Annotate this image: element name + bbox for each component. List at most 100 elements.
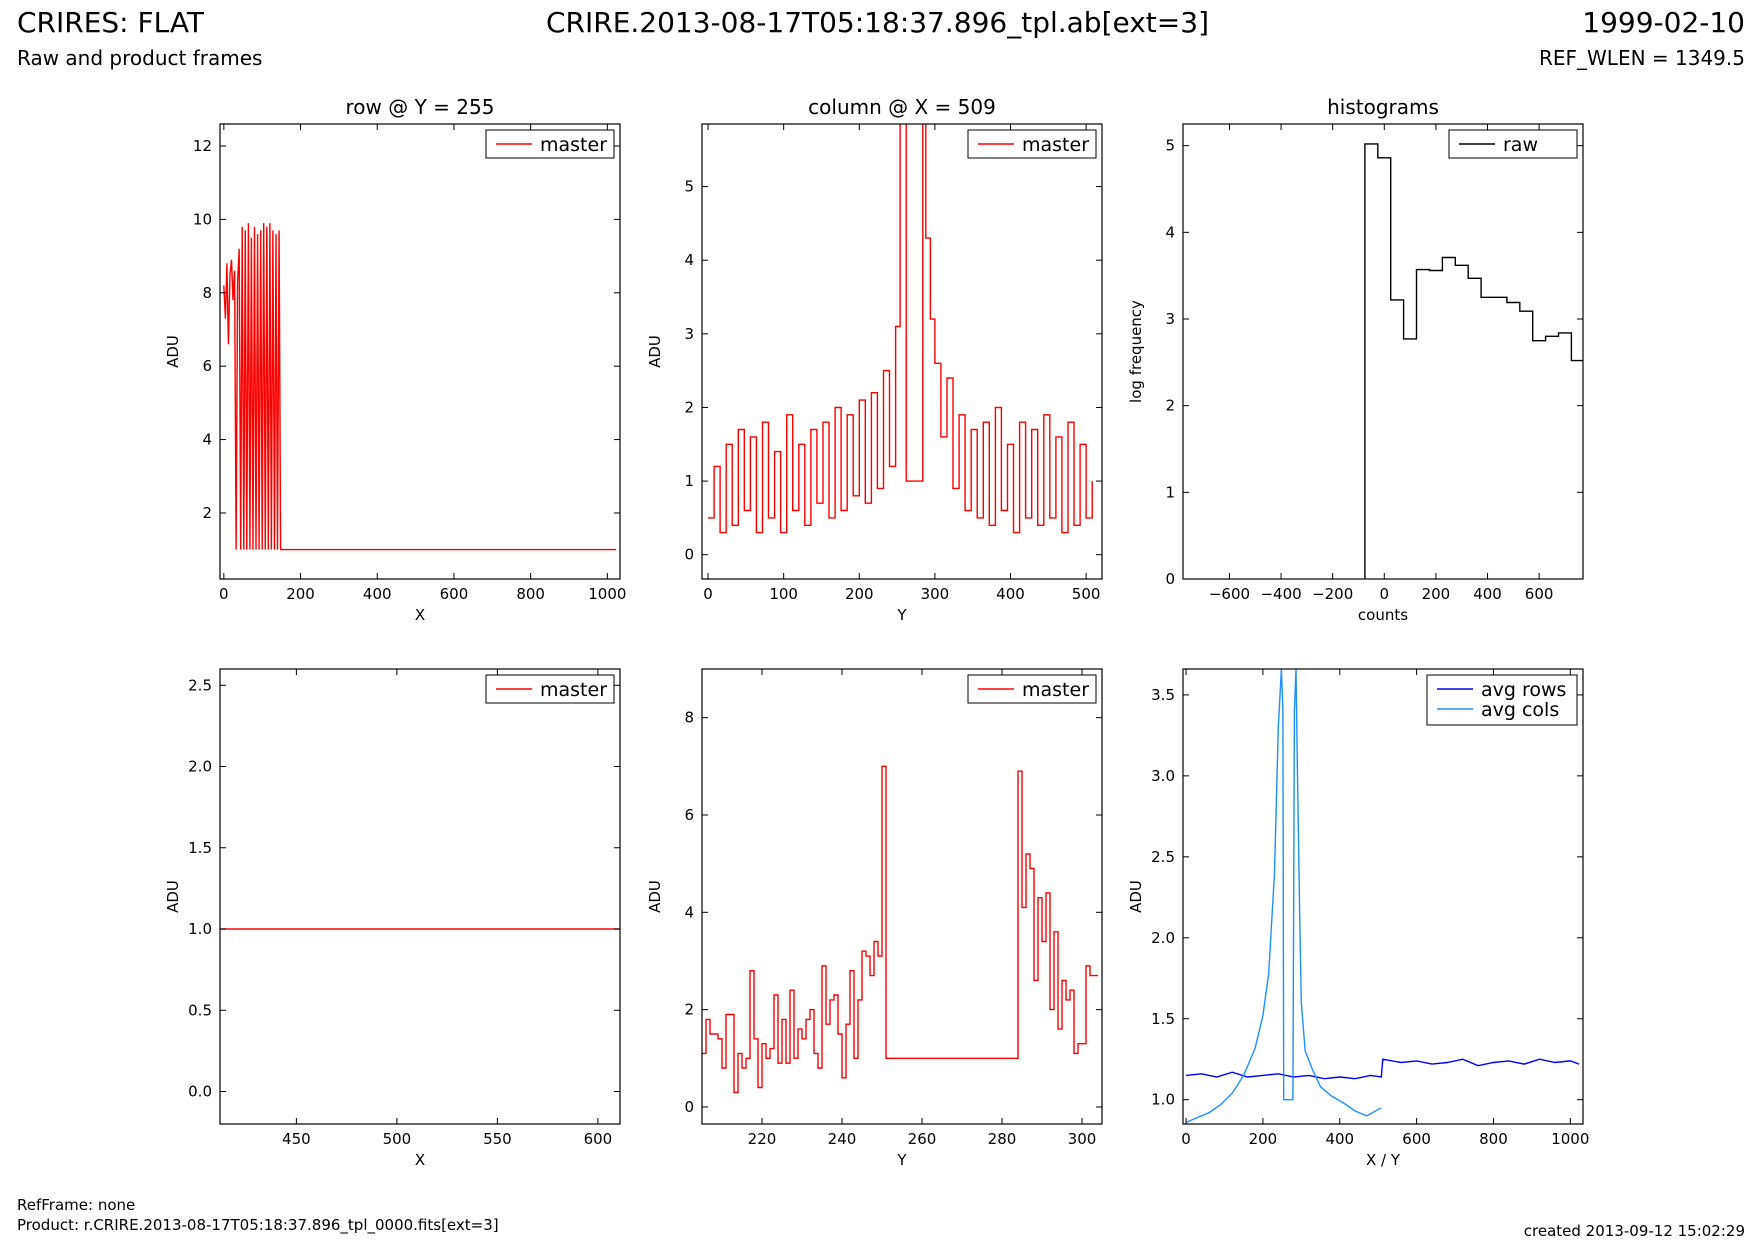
x-tick-label: 200 bbox=[286, 585, 315, 603]
y-tick-label: 1 bbox=[1165, 483, 1175, 501]
x-tick-label: 600 bbox=[1402, 1130, 1431, 1148]
x-tick-label: 600 bbox=[440, 585, 469, 603]
x-tick-label: 450 bbox=[282, 1130, 311, 1148]
x-tick-label: 280 bbox=[988, 1130, 1017, 1148]
plot-frame bbox=[219, 668, 621, 1125]
x-tick-label: 400 bbox=[1325, 1130, 1354, 1148]
plot-frame bbox=[219, 123, 621, 580]
legend-box bbox=[1426, 674, 1578, 726]
x-tick-label: 600 bbox=[584, 1130, 613, 1148]
y-tick-label: 3 bbox=[1165, 310, 1175, 328]
x-tick-label: 0 bbox=[1380, 585, 1390, 603]
report-title: CRIRES: FLAT bbox=[17, 6, 204, 39]
chart-panel-row_zoom: 450 500 550 600 0.0 0.5 1.0 1.5 2.0 2.5 X ADU master bbox=[164, 668, 621, 1169]
y-tick-label: 1 bbox=[684, 472, 694, 490]
x-tick-label: 200 bbox=[845, 585, 874, 603]
x-tick-label: 800 bbox=[516, 585, 545, 603]
observation-date: 1999-02-10 bbox=[1582, 6, 1745, 39]
y-tick-label: 4 bbox=[1165, 223, 1175, 241]
y-tick-label: 12 bbox=[193, 137, 212, 155]
y-tick-label: 2.5 bbox=[188, 676, 212, 694]
y-tick-label: 8 bbox=[202, 284, 212, 302]
x-tick-label: −200 bbox=[1312, 585, 1353, 603]
x-axis-label: X bbox=[415, 606, 425, 624]
y-axis-label: ADU bbox=[1127, 880, 1145, 913]
created-timestamp: created 2013-09-12 15:02:29 bbox=[1523, 1222, 1745, 1240]
y-tick-label: 8 bbox=[684, 709, 694, 727]
chart-legend: master bbox=[967, 129, 1097, 159]
chart-panel-row: 0 200 400 600 800 1000 2 4 6 8 10 12 X ADU row @ Y = 2… bbox=[164, 95, 626, 624]
x-tick-label: 800 bbox=[1479, 1130, 1508, 1148]
chart-panel-column_zoom: 220 240 260 280 300 0 2 4 6 8 Y ADU master bbox=[646, 668, 1103, 1169]
series-line-avg-cols bbox=[1185, 669, 1382, 1124]
x-tick-label: 1000 bbox=[588, 585, 626, 603]
x-tick-label: −600 bbox=[1209, 585, 1250, 603]
x-axis-label: X / Y bbox=[1366, 1151, 1401, 1169]
y-tick-label: 4 bbox=[684, 251, 694, 269]
ref-wavelength: REF_WLEN = 1349.5 bbox=[1538, 46, 1745, 70]
series-line-raw bbox=[1364, 143, 1583, 579]
y-tick-label: 6 bbox=[202, 357, 212, 375]
x-tick-label: 0 bbox=[1181, 1130, 1191, 1148]
y-tick-label: 2.0 bbox=[188, 758, 212, 776]
chart-legend: master bbox=[967, 674, 1097, 704]
plot-frame bbox=[701, 123, 1103, 580]
y-tick-label: 4 bbox=[684, 903, 694, 921]
x-axis-label: X bbox=[415, 1151, 425, 1169]
chart-panel-averages: 0 200 400 600 800 1000 1.0 1.5 2.0 2.5 3.0 3.5 X / Y… bbox=[1127, 668, 1589, 1169]
x-tick-label: 550 bbox=[483, 1130, 512, 1148]
plot-frame bbox=[701, 668, 1103, 1125]
y-tick-label: 2 bbox=[684, 398, 694, 416]
chart-legend: master bbox=[485, 674, 615, 704]
x-tick-label: 500 bbox=[383, 1130, 412, 1148]
x-tick-label: 300 bbox=[1068, 1130, 1097, 1148]
x-tick-label: 0 bbox=[703, 585, 713, 603]
y-tick-label: 3.0 bbox=[1151, 767, 1175, 785]
y-tick-label: 6 bbox=[684, 806, 694, 824]
x-tick-label: −400 bbox=[1260, 585, 1301, 603]
y-axis-label: log frequency bbox=[1127, 300, 1145, 403]
legend-label: raw bbox=[1503, 134, 1538, 156]
y-tick-label: 3 bbox=[684, 325, 694, 343]
product-note: Product: r.CRIRE.2013-08-17T05:18:37.896… bbox=[17, 1216, 499, 1234]
legend-label: master bbox=[1022, 134, 1089, 156]
chart-panel-hist: −600 −400 −200 0 200 400 600 0 1 2 3 4 5 counts log fr… bbox=[1127, 95, 1584, 624]
legend-label: avg cols bbox=[1481, 699, 1559, 721]
legend-label: master bbox=[1022, 679, 1089, 701]
chart-title: histograms bbox=[1327, 95, 1439, 119]
legend-label: avg rows bbox=[1481, 679, 1566, 701]
x-tick-label: 300 bbox=[921, 585, 950, 603]
y-axis-label: ADU bbox=[164, 880, 182, 913]
x-tick-label: 400 bbox=[1473, 585, 1502, 603]
report-subtitle: Raw and product frames bbox=[17, 46, 263, 70]
x-tick-label: 220 bbox=[748, 1130, 777, 1148]
file-name: CRIRE.2013-08-17T05:18:37.896_tpl.ab[ext… bbox=[545, 6, 1209, 39]
series-line-master bbox=[708, 124, 1093, 534]
chart-title: column @ X = 509 bbox=[808, 95, 996, 119]
y-tick-label: 5 bbox=[684, 178, 694, 196]
y-axis-label: ADU bbox=[164, 335, 182, 368]
chart-legend: raw bbox=[1448, 129, 1578, 159]
chart-title: row @ Y = 255 bbox=[346, 95, 495, 119]
legend-label: master bbox=[540, 134, 607, 156]
plot-frame bbox=[1182, 668, 1584, 1125]
x-axis-label: Y bbox=[896, 606, 907, 624]
plot-frame bbox=[1182, 123, 1584, 580]
y-tick-label: 2 bbox=[1165, 397, 1175, 415]
y-tick-label: 0 bbox=[684, 546, 694, 564]
x-axis-label: Y bbox=[896, 1151, 907, 1169]
chart-legend: master bbox=[485, 129, 615, 159]
y-tick-label: 1.5 bbox=[1151, 1010, 1175, 1028]
y-tick-label: 2 bbox=[202, 504, 212, 522]
x-tick-label: 400 bbox=[996, 585, 1025, 603]
y-tick-label: 0.5 bbox=[188, 1001, 212, 1019]
y-tick-label: 1.0 bbox=[1151, 1091, 1175, 1109]
chart-panel-column: 0 100 200 300 400 500 0 1 2 3 4 5 Y ADU column @ X = 5… bbox=[646, 95, 1103, 624]
x-tick-label: 100 bbox=[769, 585, 798, 603]
x-tick-label: 1000 bbox=[1551, 1130, 1589, 1148]
y-tick-label: 0 bbox=[1165, 570, 1175, 588]
x-tick-label: 400 bbox=[363, 585, 392, 603]
y-tick-label: 1.0 bbox=[188, 920, 212, 938]
